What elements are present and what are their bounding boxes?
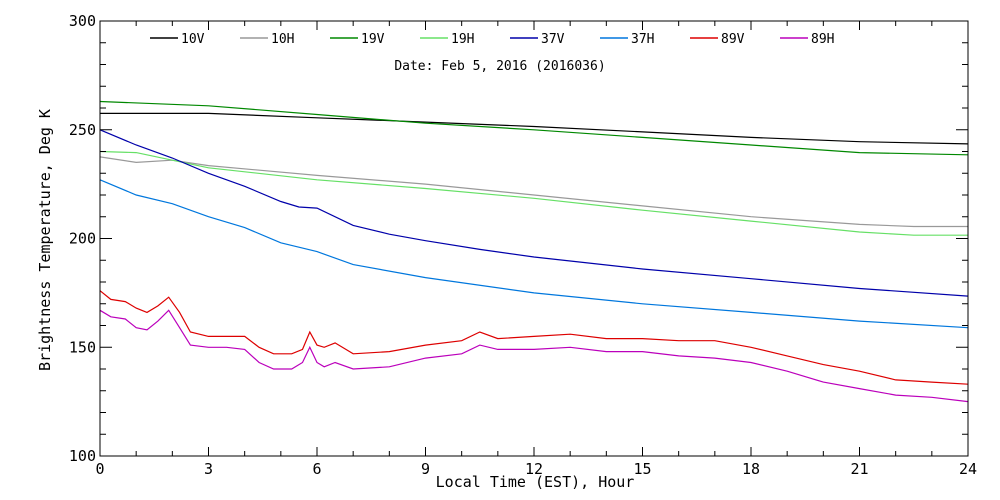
x-tick-label: 6 <box>312 460 321 478</box>
axis-ticks <box>99 20 969 457</box>
y-tick-label: 250 <box>69 121 96 139</box>
legend-label-19h: 19H <box>451 32 474 47</box>
series-line-37h <box>99 179 969 329</box>
series-line-89h <box>99 309 969 403</box>
y-tick-label: 200 <box>69 230 96 248</box>
legend-label-37v: 37V <box>541 32 565 47</box>
x-tick-label: 24 <box>959 460 977 478</box>
legend-label-89h: 89H <box>811 32 834 47</box>
series-line-37v <box>99 129 969 297</box>
x-tick-label: 15 <box>633 460 651 478</box>
x-axis-label: Local Time (EST), Hour <box>436 473 635 491</box>
legend-label-89v: 89V <box>721 32 745 47</box>
series-line-89v <box>99 290 969 385</box>
x-tick-label: 21 <box>850 460 868 478</box>
series-line-10h <box>99 156 968 228</box>
legend-label-10h: 10H <box>271 32 294 47</box>
x-tick-label: 3 <box>204 460 213 478</box>
y-tick-label: 100 <box>69 447 96 465</box>
y-tick-label: 150 <box>69 338 96 356</box>
y-axis-label: Brightness Temperature, Deg K <box>36 109 54 371</box>
x-tick-label: 12 <box>525 460 543 478</box>
x-tick-label: 9 <box>421 460 430 478</box>
x-tick-label: 18 <box>742 460 760 478</box>
legend-label-37h: 37H <box>631 32 654 47</box>
axis-tick-labels: 0 3 6 9 12 15 18 21 24 100 150 200 250 300 <box>69 12 977 478</box>
y-tick-label: 300 <box>69 12 96 30</box>
legend-label-19v: 19V <box>361 32 385 47</box>
x-tick-label: 0 <box>95 460 104 478</box>
series-line-19h <box>99 150 968 236</box>
legend: 10V 10H 19V 19H 37V 37H 89V 89H <box>150 32 834 47</box>
chart-subtitle: Date: Feb 5, 2016 (2016036) <box>394 59 605 74</box>
series-line-19v <box>99 100 969 156</box>
series-lines <box>99 100 969 403</box>
series-line-10v <box>100 112 969 145</box>
legend-label-10v: 10V <box>181 32 205 47</box>
